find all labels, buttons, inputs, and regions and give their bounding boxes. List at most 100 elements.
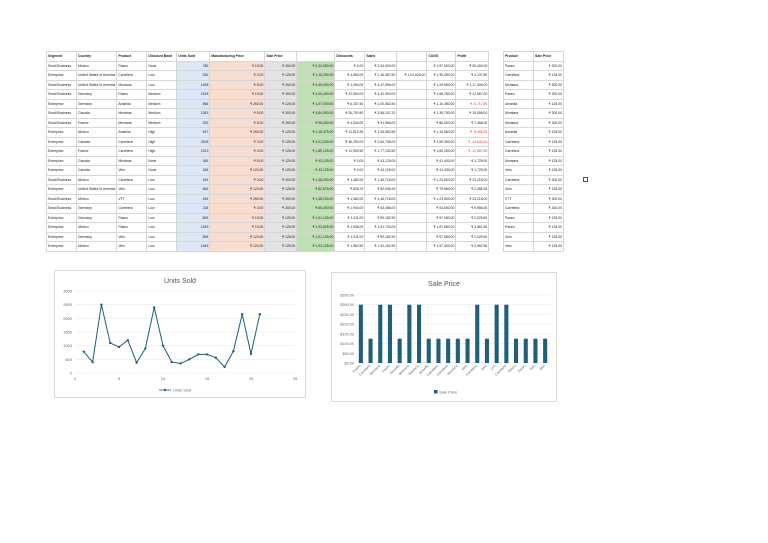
table-cell[interactable]: ₹ 3,84,900.00 (296, 108, 336, 119)
table-cell[interactable]: Enterprise (46, 155, 77, 166)
table-cell[interactable]: ₹ 1,23,500.00 (426, 174, 457, 185)
table-cell[interactable]: ₹ 99,182.50 (364, 212, 398, 223)
table-cell[interactable]: None (146, 60, 178, 71)
table-cell[interactable]: ₹ 300.00 (264, 79, 298, 90)
table-cell[interactable]: ₹ 7,466.00 (455, 117, 490, 128)
table-cell[interactable]: ₹ 125.00 (533, 155, 564, 166)
table-cell[interactable]: Low (146, 193, 178, 204)
table-cell[interactable]: ₹ 1,46,718.00 (364, 174, 398, 185)
table-cell[interactable]: Carretera (503, 174, 534, 185)
table-cell[interactable]: ₹ 300.00 (533, 193, 564, 204)
table-cell[interactable]: Velo (503, 241, 534, 252)
column-header[interactable]: COGS (426, 51, 457, 62)
table-cell[interactable]: Velo (116, 165, 148, 176)
table-cell[interactable]: ₹ 1,92,162.50 (364, 241, 398, 252)
table-cell[interactable]: Low (146, 241, 178, 252)
table-cell[interactable]: Carretera (503, 136, 534, 147)
table-cell[interactable]: Paseo (503, 212, 534, 223)
table-cell[interactable]: ₹ 1,39,750.00 (426, 108, 457, 119)
table-cell[interactable]: 494 (176, 193, 211, 204)
table-cell[interactable]: ₹ 10.00 (209, 60, 266, 71)
table-cell[interactable]: High (146, 136, 178, 147)
table-cell[interactable]: Enterprise (46, 212, 77, 223)
column-header[interactable]: Sale Price (533, 51, 564, 62)
table-cell[interactable]: Carretera (116, 136, 148, 147)
table-cell[interactable]: ₹ 3,962.50 (455, 241, 490, 252)
table-cell[interactable]: ₹ 300.00 (264, 117, 298, 128)
table-cell[interactable]: Enterprise (46, 146, 77, 157)
table-cell[interactable]: 1283 (176, 108, 211, 119)
table-cell[interactable]: Small Business (46, 89, 77, 100)
table-cell[interactable]: ₹ 4,49,400.00 (296, 79, 336, 90)
table-cell[interactable]: Amarilla (116, 98, 148, 109)
bar[interactable] (514, 338, 519, 363)
table-cell[interactable]: ₹ 3.00 (209, 174, 266, 185)
table-cell[interactable]: 1513 (176, 146, 211, 157)
table-cell[interactable]: ₹ 82,046.25 (364, 184, 398, 195)
table-cell[interactable] (396, 241, 428, 252)
table-cell[interactable]: Enterprise (46, 136, 77, 147)
table-cell[interactable]: ₹ -5,717.50 (455, 98, 490, 109)
table-cell[interactable]: Carretera (116, 70, 148, 81)
table-cell[interactable]: VTT (116, 193, 148, 204)
table-cell[interactable]: ₹ 0.00 (334, 165, 366, 176)
table-cell[interactable]: ₹ 2,64,708.00 (364, 136, 398, 147)
table-cell[interactable]: Paseo (503, 60, 534, 71)
table-cell[interactable]: Montana (116, 155, 148, 166)
table-cell[interactable]: Small Business (46, 79, 77, 90)
table-cell[interactable]: ₹ 4,32,900.00 (364, 89, 398, 100)
column-header[interactable]: Segment (46, 51, 77, 62)
table-cell[interactable]: Carretera (503, 70, 534, 81)
table-cell[interactable]: ₹ 79,560.00 (426, 184, 457, 195)
table-cell[interactable] (396, 222, 428, 233)
table-cell[interactable]: ₹ 39,400.00 (455, 60, 490, 71)
table-cell[interactable]: Germany (75, 212, 118, 223)
table-cell[interactable]: 930 (176, 70, 211, 81)
table-cell[interactable]: ₹ 1,01,625.00 (396, 70, 428, 81)
table-cell[interactable]: ₹ 2,34,000.00 (296, 60, 336, 71)
table-cell[interactable]: Small Business (46, 60, 77, 71)
bar[interactable] (417, 304, 422, 363)
table-cell[interactable]: 345 (176, 155, 211, 166)
table-cell[interactable]: ₹ 125.00 (533, 222, 564, 233)
table-cell[interactable]: ₹ 43,125.00 (364, 165, 398, 176)
table-cell[interactable]: ₹ 1,962.50 (334, 241, 366, 252)
table-cell[interactable]: ₹ 1,936.00 (334, 222, 366, 233)
table-cell[interactable]: Carretera (116, 174, 148, 185)
table-cell[interactable]: ₹ 4,034.00 (334, 117, 366, 128)
table-cell[interactable]: Enterprise (46, 222, 77, 233)
table-cell[interactable]: ₹ 1,00,562.50 (364, 98, 398, 109)
table-cell[interactable] (396, 212, 428, 223)
table-cell[interactable]: ₹ 125.00 (264, 155, 298, 166)
table-cell[interactable]: ₹ 1,57,400.00 (426, 241, 457, 252)
table-cell[interactable]: ₹ 125.00 (533, 146, 564, 157)
table-cell[interactable]: Amarilla (503, 127, 534, 138)
units-sold-chart[interactable]: Units Sold 0 500 1000 1500 2000 2500 3000 0 5 10 15… (54, 270, 306, 398)
table-cell[interactable]: ₹ 125.00 (264, 241, 298, 252)
table-cell[interactable]: ₹ 6,437.50 (334, 98, 366, 109)
bar[interactable] (504, 304, 509, 363)
table-cell[interactable]: ₹ 1,16,250.00 (296, 70, 336, 81)
table-cell[interactable]: ₹ 1,10,380.00 (426, 98, 457, 109)
table-cell[interactable]: Small Business (46, 174, 77, 185)
table-cell[interactable]: Mexico (75, 60, 118, 71)
column-header[interactable]: Profit (455, 51, 490, 62)
table-cell[interactable]: Carretera (503, 146, 534, 157)
table-cell[interactable]: ₹ 300.00 (533, 117, 564, 128)
table-cell[interactable]: 320 (176, 117, 211, 128)
column-header[interactable]: Sale Price (264, 51, 298, 62)
table-cell[interactable]: ₹ 300.00 (533, 89, 564, 100)
table-cell[interactable]: Low (146, 184, 178, 195)
table-cell[interactable]: ₹ 65,400.00 (296, 203, 336, 214)
table-cell[interactable]: Low (146, 222, 178, 233)
table-cell[interactable]: ₹ 120.00 (209, 184, 266, 195)
table-cell[interactable]: Low (146, 231, 178, 242)
table-cell[interactable]: ₹ 2,486.25 (455, 184, 490, 195)
table-cell[interactable]: Medium (146, 89, 178, 100)
column-header[interactable]: Gross Sales (296, 51, 336, 62)
table-cell[interactable]: ₹ 1,48,200.00 (296, 174, 336, 185)
table-cell[interactable]: ₹ 1,725.00 (455, 165, 490, 176)
table-cell[interactable]: ₹ 26,792.80 (334, 108, 366, 119)
table-cell[interactable]: ₹ 125.00 (533, 136, 564, 147)
table-cell[interactable]: ₹ 5.00 (209, 79, 266, 90)
